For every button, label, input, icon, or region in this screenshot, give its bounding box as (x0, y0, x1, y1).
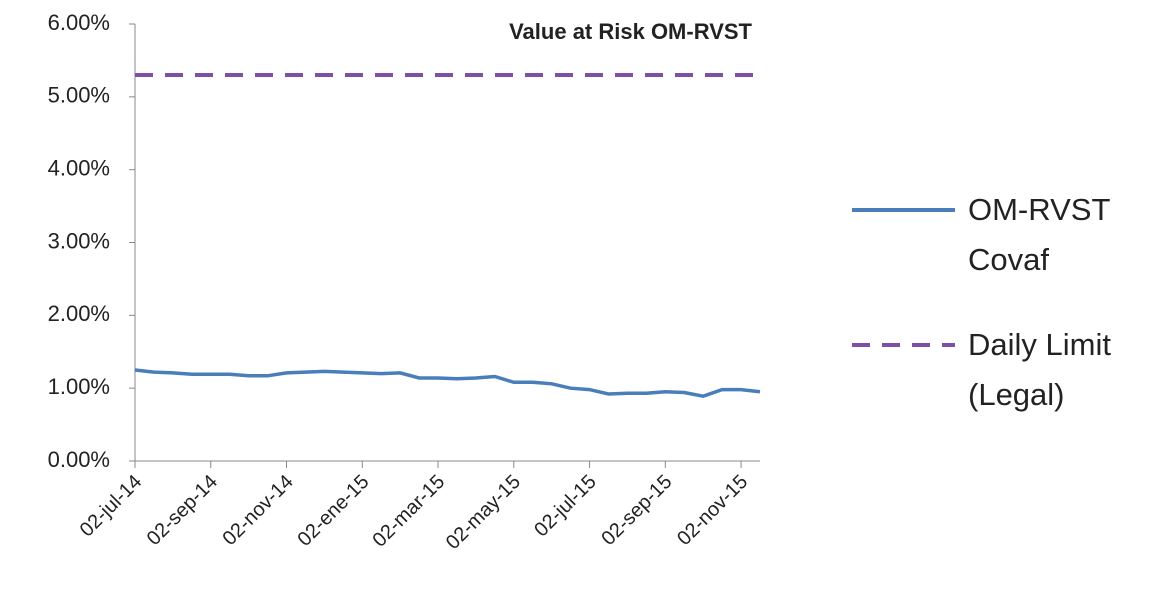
legend-label: Daily Limit (Legal) (968, 327, 1111, 412)
x-tick-label: 02-jul-14 (76, 471, 147, 542)
legend-label: OM-RVST Covaf (968, 192, 1110, 277)
x-tick-label: 02-nov-15 (673, 471, 752, 550)
x-tick-label: 02-sep-14 (143, 471, 222, 550)
chart-title: Value at Risk OM-RVST (509, 19, 752, 44)
series-line (134, 368, 761, 399)
x-tick-label: 02-may-15 (442, 471, 525, 554)
x-tick-label: 02-sep-15 (597, 471, 676, 550)
y-tick-label: 6.00% (48, 10, 110, 35)
y-tick-label: 3.00% (48, 228, 110, 253)
x-tick-label: 02-ene-15 (294, 471, 374, 551)
y-tick-label: 2.00% (48, 301, 110, 326)
x-tick-label: 02-mar-15 (369, 471, 450, 552)
y-tick-label: 5.00% (48, 83, 110, 108)
y-tick-label: 0.00% (48, 447, 110, 472)
y-tick-label: 4.00% (48, 155, 110, 180)
y-tick-label: 1.00% (48, 374, 110, 399)
x-tick-label: 02-jul-15 (530, 471, 601, 542)
x-tick-label: 02-nov-14 (219, 471, 298, 550)
